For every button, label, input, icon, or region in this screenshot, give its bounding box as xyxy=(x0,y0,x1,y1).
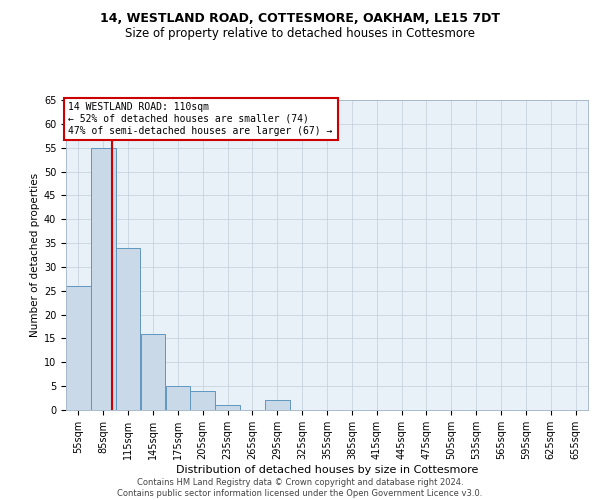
Bar xyxy=(215,405,240,410)
Bar xyxy=(140,334,166,410)
Bar xyxy=(166,386,190,410)
Bar xyxy=(116,248,140,410)
Text: 14, WESTLAND ROAD, COTTESMORE, OAKHAM, LE15 7DT: 14, WESTLAND ROAD, COTTESMORE, OAKHAM, L… xyxy=(100,12,500,26)
Bar xyxy=(66,286,91,410)
Bar xyxy=(190,391,215,410)
Text: Contains HM Land Registry data © Crown copyright and database right 2024.
Contai: Contains HM Land Registry data © Crown c… xyxy=(118,478,482,498)
X-axis label: Distribution of detached houses by size in Cottesmore: Distribution of detached houses by size … xyxy=(176,464,478,474)
Y-axis label: Number of detached properties: Number of detached properties xyxy=(29,173,40,337)
Bar xyxy=(91,148,116,410)
Bar xyxy=(265,400,290,410)
Text: 14 WESTLAND ROAD: 110sqm
← 52% of detached houses are smaller (74)
47% of semi-d: 14 WESTLAND ROAD: 110sqm ← 52% of detach… xyxy=(68,102,333,136)
Text: Size of property relative to detached houses in Cottesmore: Size of property relative to detached ho… xyxy=(125,28,475,40)
